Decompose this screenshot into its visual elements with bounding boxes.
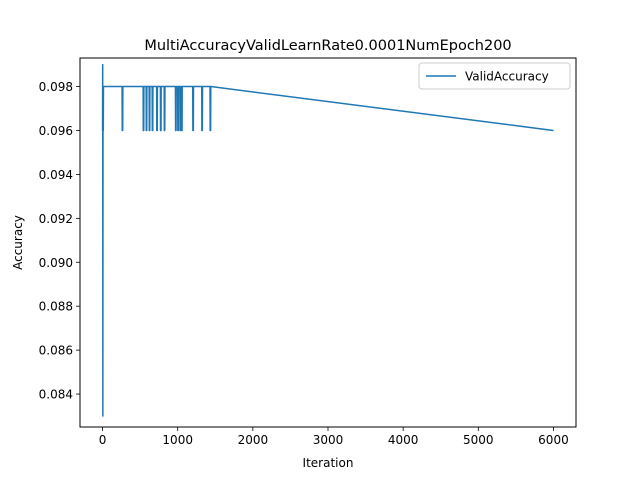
y-tick-label: 0.094	[39, 168, 73, 182]
y-tick-label: 0.088	[39, 300, 73, 314]
y-tick-label: 0.086	[39, 344, 73, 358]
x-tick-label: 2000	[238, 433, 269, 447]
plot-area	[101, 63, 554, 417]
legend-box	[418, 62, 571, 90]
x-tick-label: 5000	[463, 433, 494, 447]
y-tick-label: 0.096	[39, 124, 73, 138]
y-tick-label: 0.084	[39, 388, 73, 402]
y-tick-label: 0.092	[39, 212, 73, 226]
y-axis: 0.084 0.086 0.088 0.090 0.092 0.094 0.096 0.098	[39, 80, 80, 402]
y-tick-label: 0.098	[39, 80, 73, 94]
x-tick-label: 6000	[538, 433, 569, 447]
legend: ValidAccuracy	[418, 62, 571, 90]
x-tick-label: 4000	[388, 433, 419, 447]
x-axis-label: Iteration	[303, 456, 354, 470]
x-tick-label: 0	[99, 433, 107, 447]
x-tick-label: 3000	[313, 433, 344, 447]
y-axis-label: Accuracy	[11, 215, 25, 270]
legend-label: ValidAccuracy	[465, 70, 549, 84]
x-axis: 0 1000 2000 3000 4000 5000 6000	[99, 427, 569, 447]
chart-title: MultiAccuracyValidLearnRate0.0001NumEpoc…	[144, 38, 511, 54]
y-tick-label: 0.090	[39, 256, 73, 270]
x-tick-label: 1000	[162, 433, 193, 447]
series-line	[101, 63, 554, 417]
